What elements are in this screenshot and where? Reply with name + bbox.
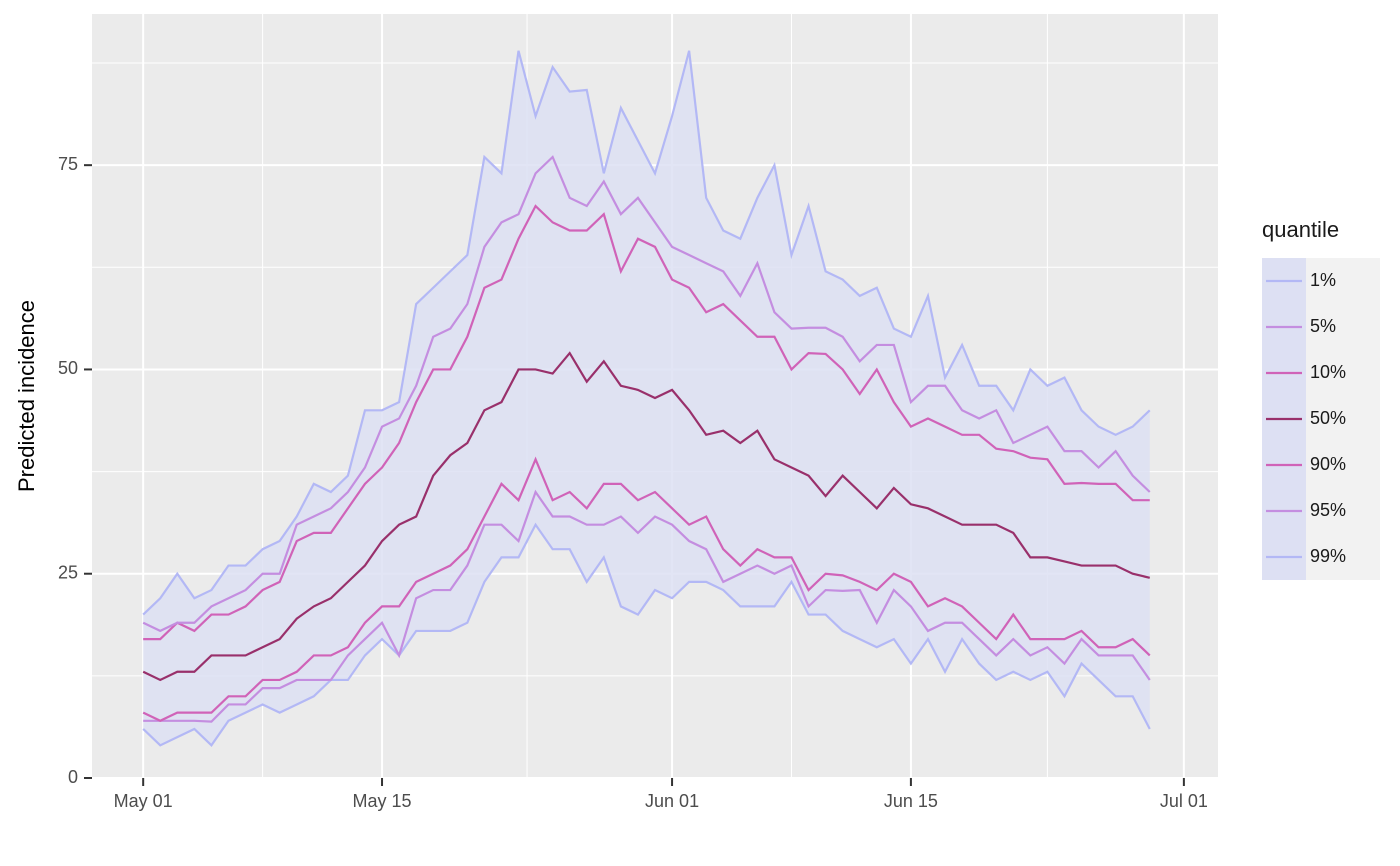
y-tick-label: 75 — [58, 154, 78, 174]
x-tick-label: Jun 01 — [645, 791, 699, 811]
y-axis-label: Predicted incidence — [14, 300, 39, 492]
series-line — [142, 50, 1151, 616]
series-line — [142, 522, 1151, 747]
legend-label: 1% — [1310, 270, 1336, 290]
legend-label: 5% — [1310, 316, 1336, 336]
legend-label: 99% — [1310, 546, 1346, 566]
x-tick-label: May 15 — [353, 791, 412, 811]
legend-label: 50% — [1310, 408, 1346, 428]
y-tick-label: 25 — [58, 562, 78, 582]
ribbon — [143, 50, 1150, 746]
y-tick-label: 0 — [68, 767, 78, 787]
x-tick-label: Jul 01 — [1160, 791, 1208, 811]
legend-label: 10% — [1310, 362, 1346, 382]
series-line — [142, 155, 1151, 633]
x-tick-label: Jun 15 — [884, 791, 938, 811]
x-tick-label: May 01 — [114, 791, 173, 811]
series-line — [143, 489, 1151, 723]
series-line — [143, 204, 1150, 641]
legend: quantile 1% 5% 10% 50% 90% 95% 99% — [1262, 217, 1380, 580]
legend-label: 95% — [1310, 500, 1346, 520]
legend-title: quantile — [1262, 217, 1339, 242]
legend-label: 90% — [1310, 454, 1346, 474]
y-tick-label: 50 — [58, 358, 78, 378]
series-line — [142, 351, 1151, 682]
series-line — [142, 456, 1151, 723]
